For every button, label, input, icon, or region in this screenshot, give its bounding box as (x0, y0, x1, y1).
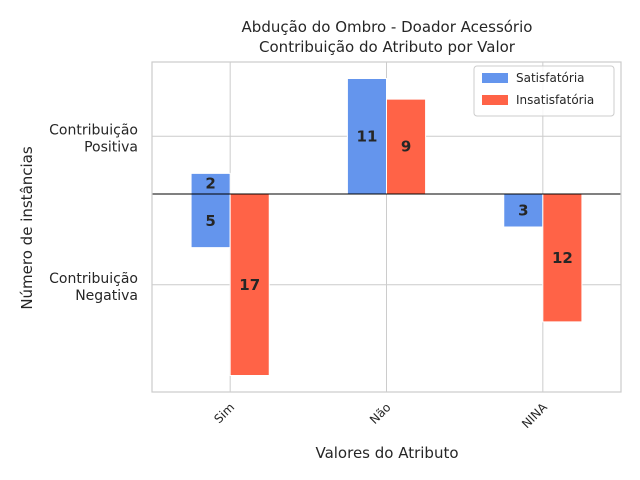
y-tick-label: Contribuição Positiva (49, 122, 138, 155)
bar (190, 193, 231, 249)
bars (190, 78, 583, 376)
bar-value-label: 3 (518, 202, 528, 220)
bar (346, 78, 387, 195)
bar (229, 193, 270, 376)
bar-value-label: 12 (552, 249, 573, 267)
legend-label: Insatisfatória (516, 93, 594, 107)
legend-swatch (482, 95, 508, 105)
y-tick-label-line: Negativa (75, 288, 138, 304)
legend: Satisfatória Insatisfatória (473, 65, 615, 117)
bar-value-label: 5 (205, 212, 215, 230)
y-tick-label-line: Positiva (84, 139, 138, 155)
bar-value-label: 9 (401, 138, 411, 156)
plot-frame (151, 61, 622, 393)
y-tick-label-line: Contribuição (49, 122, 138, 138)
x-axis-label: Valores do Atributo (315, 444, 458, 462)
y-axis-label: Número de instâncias (18, 146, 36, 310)
legend-box (473, 65, 615, 117)
data-labels: 2 5 11 3 17 9 12 (205, 127, 572, 294)
bar (386, 98, 427, 195)
bar-value-label: 11 (357, 127, 378, 145)
chart-title-line-2: Contribuição do Atributo por Valor (259, 38, 516, 56)
y-tick-label: Contribuição Negativa (49, 271, 138, 304)
legend-swatch (482, 73, 508, 83)
y-tick-label-line: Contribuição (49, 271, 138, 287)
bar-value-label: 2 (205, 175, 215, 193)
chart-title-line-1: Abdução do Ombro - Doador Acessório (242, 18, 533, 36)
legend-label: Satisfatória (516, 71, 585, 85)
bar-value-label: 17 (239, 276, 260, 294)
